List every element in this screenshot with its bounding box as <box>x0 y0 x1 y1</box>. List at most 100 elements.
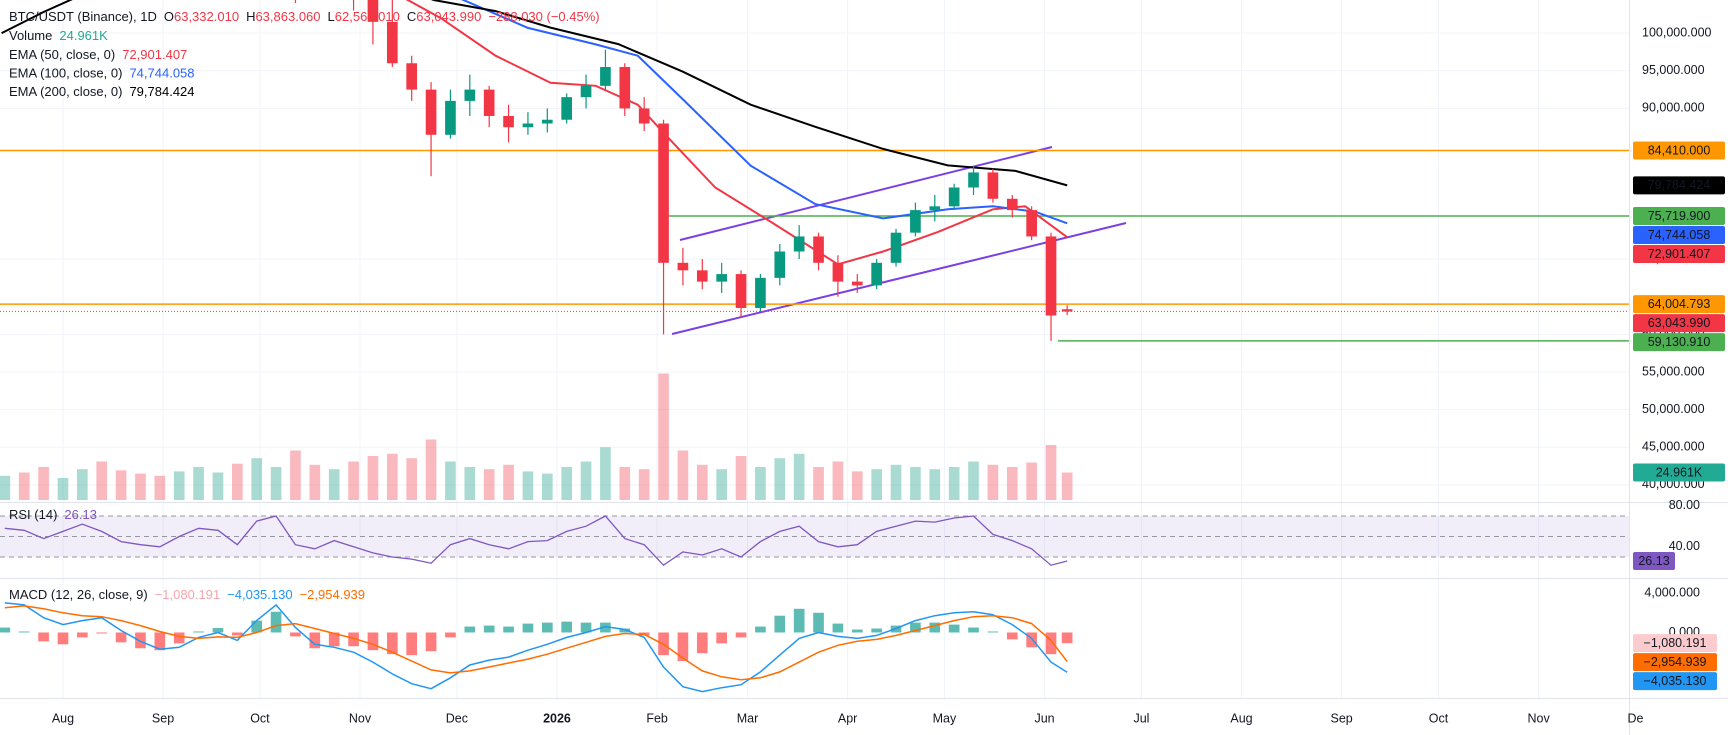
x-tick-label: Dec <box>446 711 468 725</box>
macd-value: −4,035.130 <box>227 587 292 602</box>
volume-bar <box>600 447 611 500</box>
volume-bar <box>561 467 573 500</box>
volume-bar <box>755 467 766 500</box>
legend-rsi: RSI (14) 26.13 <box>9 507 97 522</box>
candle-body <box>367 0 379 22</box>
macd-badge <box>1633 672 1717 691</box>
y-tick-label: 100,000.000 <box>1642 25 1712 39</box>
volume-bar <box>445 461 456 500</box>
ema-line <box>460 0 1068 225</box>
volume-bar <box>425 439 437 500</box>
ohlc-key: H <box>246 9 255 24</box>
macd-histogram-bar <box>483 625 495 633</box>
macd-histogram-bar <box>968 627 979 633</box>
price-badge <box>1633 244 1725 263</box>
price-badge <box>1633 333 1725 352</box>
price-badge <box>1633 225 1725 244</box>
candle-body <box>503 115 514 128</box>
price-badge-label: 63,043.990 <box>1648 316 1711 330</box>
macd-histogram-bar <box>96 632 108 634</box>
macd-histogram-bar <box>309 632 321 649</box>
x-tick-label: Sep <box>152 711 174 725</box>
price-badge <box>1633 463 1725 482</box>
volume-bar <box>290 450 301 500</box>
price-badge-label: 64,004.793 <box>1648 297 1711 311</box>
volume-bar <box>135 473 146 500</box>
macd-hist-value: −1,080.191 <box>155 587 220 602</box>
legend-ema: EMA (200, close, 0) 79,784.424 <box>9 84 195 99</box>
volume-bar <box>0 475 11 500</box>
volume-bar <box>677 450 689 500</box>
macd-histogram-bar <box>929 622 941 633</box>
macd-histogram-bar <box>1006 632 1018 640</box>
candle-body <box>716 274 727 282</box>
volume-bar <box>251 458 263 500</box>
candle-body <box>832 262 844 282</box>
macd-histogram-bar <box>0 627 11 633</box>
volume-bar <box>173 471 185 500</box>
volume-bar <box>115 470 127 500</box>
candle-body <box>638 108 650 124</box>
volume-bar <box>38 467 49 500</box>
macd-histogram-bar <box>231 632 243 636</box>
volume-bar <box>968 461 979 500</box>
x-tick-label: Aug <box>1230 711 1252 725</box>
volume-bar <box>619 467 631 500</box>
ema-value: 79,784.424 <box>129 84 194 99</box>
macd-badge-label: −1,080.191 <box>1644 636 1707 650</box>
macd-histogram-bar <box>793 608 805 633</box>
legend-ema: EMA (50, close, 0) 72,901.407 <box>9 47 187 62</box>
ohlc-value: 63,332.010 <box>174 9 239 24</box>
macd-histogram-bar <box>425 632 437 652</box>
ema-value: 74,744.058 <box>129 66 194 81</box>
macd-histogram-bar <box>580 622 592 633</box>
volume-bar <box>580 461 592 500</box>
ema-line <box>1 0 1068 187</box>
candle-body <box>929 206 941 211</box>
price-badge <box>1633 206 1725 225</box>
macd-histogram-bar <box>18 631 30 633</box>
signal-line <box>4 605 1068 681</box>
macd-histogram-bar <box>948 624 960 633</box>
macd-histogram-bar <box>1026 632 1037 648</box>
volume-bar <box>1045 445 1057 500</box>
macd-histogram-bar <box>600 622 611 633</box>
candle-body <box>851 281 863 286</box>
volume-bar <box>851 471 863 500</box>
macd-badge-label: −2,954.939 <box>1644 655 1707 669</box>
volume-bar <box>774 458 786 500</box>
axis-badges: 84,410.000 75,719.900 64,004.793 59,130.910… <box>1633 141 1725 691</box>
macd-histogram-bar <box>832 623 844 633</box>
price-badge-label: 74,744.058 <box>1648 228 1711 242</box>
volume-bar <box>18 472 30 500</box>
x-tick-label: Apr <box>838 711 857 725</box>
candle-body <box>948 187 960 207</box>
x-tick-label: Oct <box>1429 711 1449 725</box>
price-badge-label: 24.961K <box>1656 465 1703 479</box>
y-tick-label: 95,000.000 <box>1642 63 1705 77</box>
volume-bar <box>464 467 476 500</box>
x-tick-label: May <box>933 711 957 725</box>
volume-bar <box>77 469 88 500</box>
legend-volume: Volume 24.961K <box>9 28 108 43</box>
macd-histogram-bar <box>77 632 88 638</box>
volume-bar <box>96 461 108 500</box>
volume-bar <box>910 467 921 500</box>
volume-bar <box>309 464 321 500</box>
candle-body <box>522 123 534 128</box>
candle-body <box>561 97 573 120</box>
x-tick-label: Mar <box>737 711 759 725</box>
x-tick-label: Aug <box>52 711 74 725</box>
volume-bar <box>541 473 553 500</box>
volume-bar <box>948 467 960 500</box>
volume-bar <box>1061 472 1073 500</box>
candle-body <box>658 123 669 263</box>
macd-histogram-bar <box>522 623 534 633</box>
candle-body <box>1026 210 1037 237</box>
rsi-pane <box>0 515 1629 567</box>
macd-histogram-bar <box>57 632 69 645</box>
macd-histogram-bar <box>1061 632 1073 644</box>
volume-bar <box>367 456 379 500</box>
x-tick-label: De <box>1627 711 1643 725</box>
macd-line <box>4 602 1068 693</box>
